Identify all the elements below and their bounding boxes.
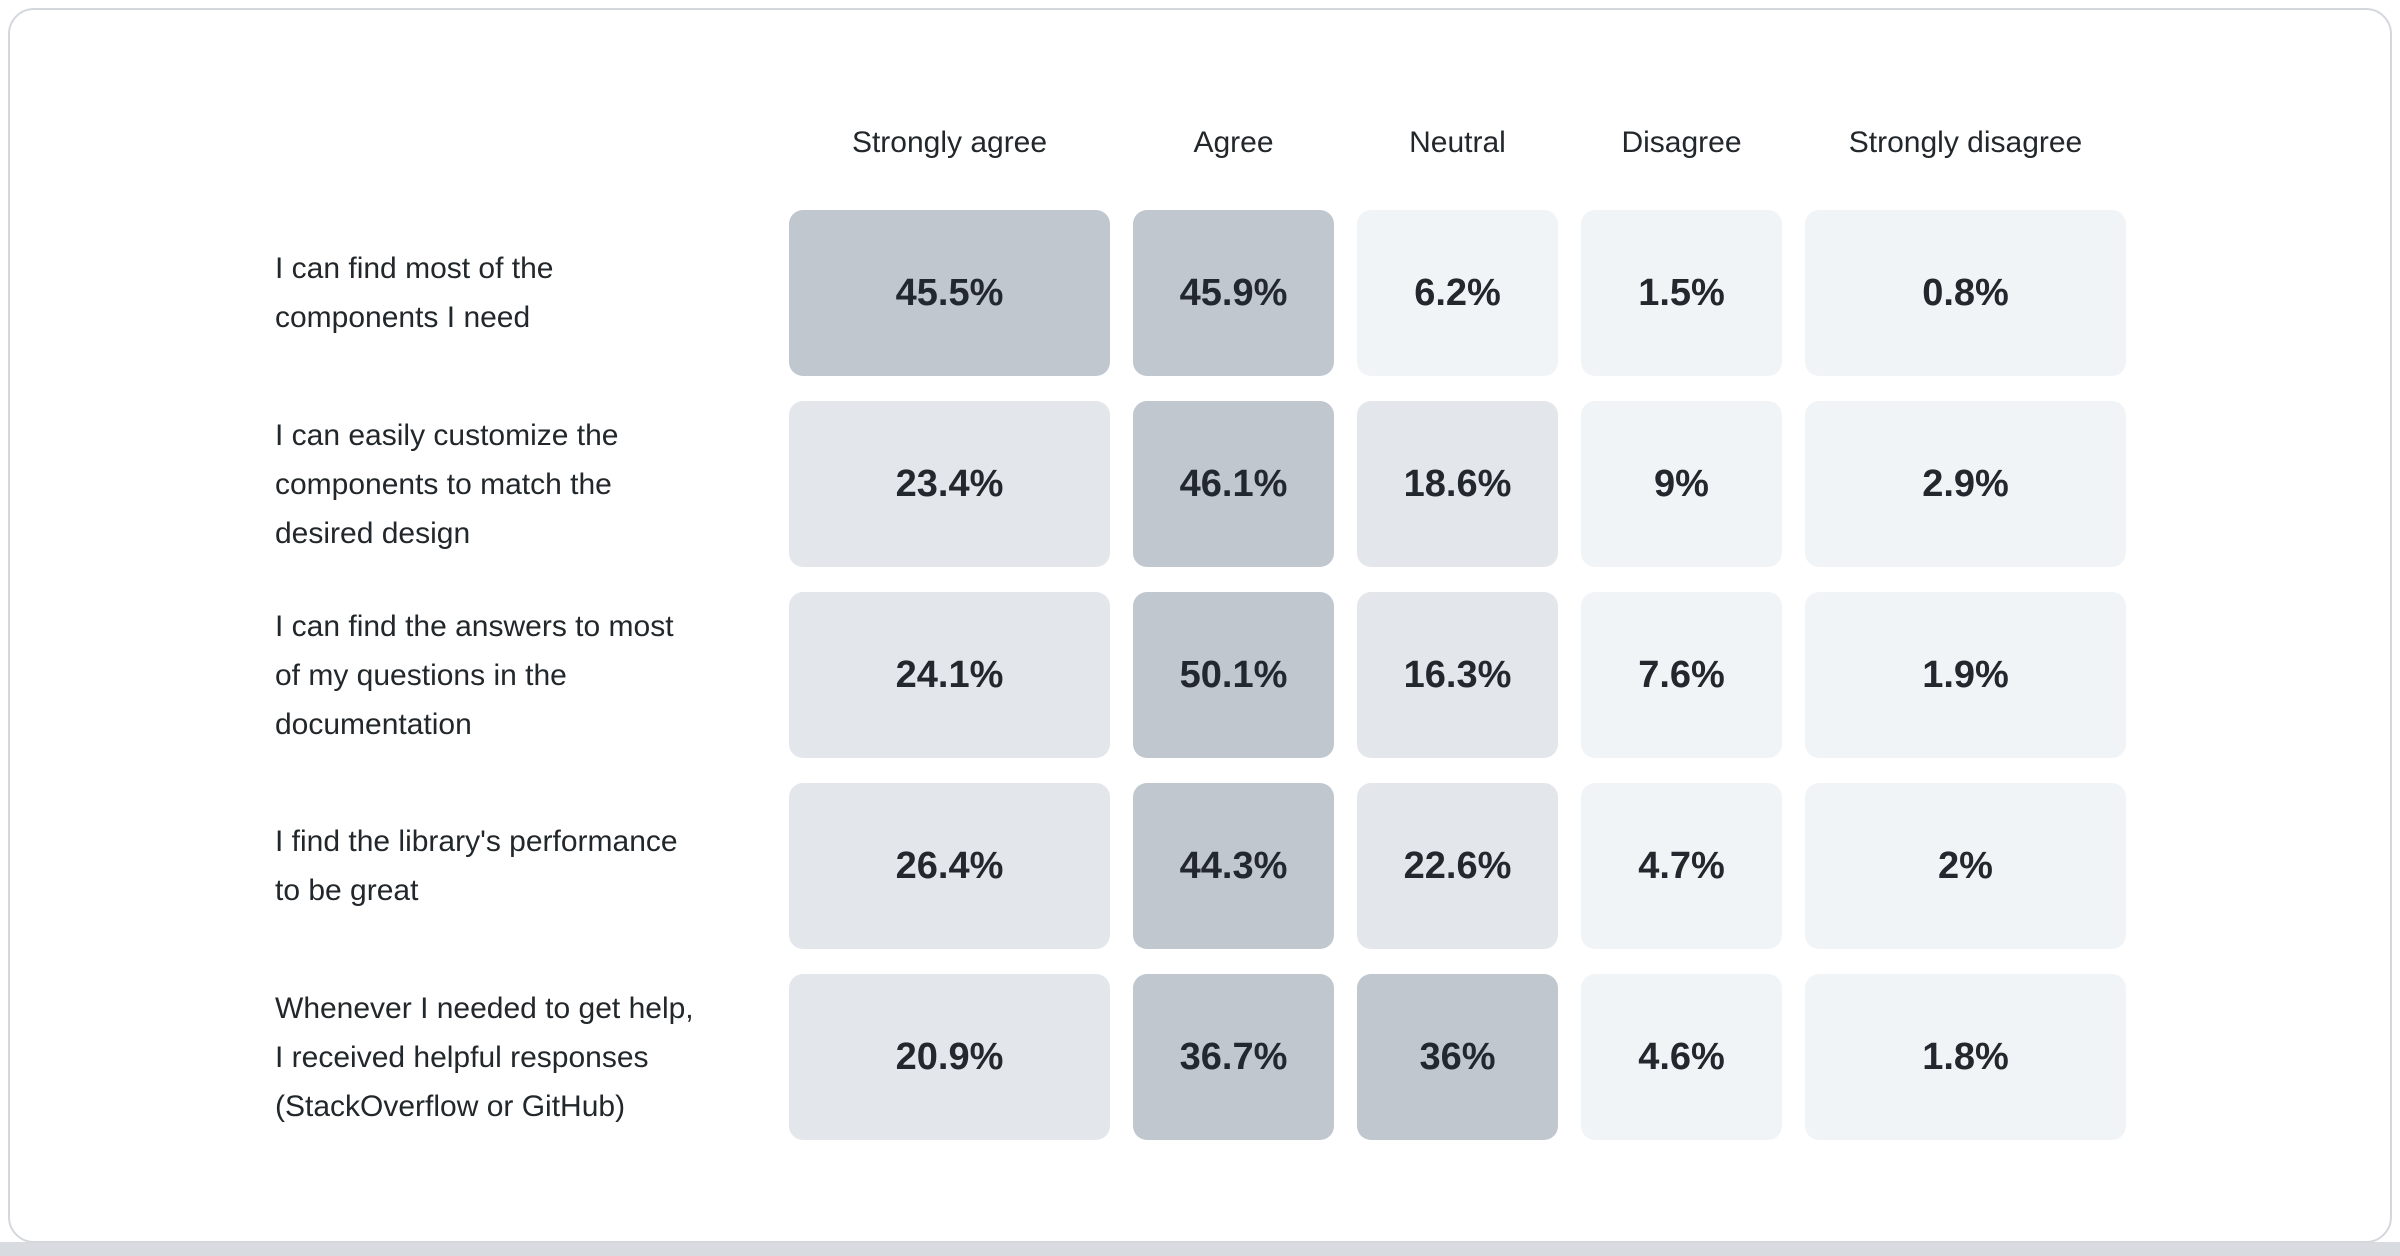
heatmap-cell: 1.9% xyxy=(1805,592,2126,758)
column-header-strongly-disagree: Strongly disagree xyxy=(1848,125,2083,159)
row-label: I find the library's performance to be g… xyxy=(275,825,678,907)
column-header-agree: Agree xyxy=(1193,125,1274,159)
heatmap-cell: 4.6% xyxy=(1581,974,1782,1140)
heatmap-cell: 36% xyxy=(1357,974,1558,1140)
heatmap-cell: 4.7% xyxy=(1581,783,1782,949)
heatmap-cell: 44.3% xyxy=(1133,783,1334,949)
row-label: I can easily customize the components to… xyxy=(275,418,619,550)
column-header-disagree: Disagree xyxy=(1621,125,1742,159)
heatmap-cell: 9% xyxy=(1581,401,1782,567)
survey-results-card: Strongly agree Agree Neutral Disagree St… xyxy=(8,8,2392,1243)
heatmap-cell: 45.9% xyxy=(1133,210,1334,376)
heatmap-cell: 2.9% xyxy=(1805,401,2126,567)
heatmap-cell: 0.8% xyxy=(1805,210,2126,376)
heatmap-cell: 22.6% xyxy=(1357,783,1558,949)
heatmap-cell: 36.7% xyxy=(1133,974,1334,1140)
heatmap-cell: 50.1% xyxy=(1133,592,1334,758)
row-label: I can find most of the components I need xyxy=(275,252,554,334)
heatmap-cell: 20.9% xyxy=(789,974,1110,1140)
heatmap-cell: 46.1% xyxy=(1133,401,1334,567)
row-label: I can find the answers to most of my que… xyxy=(275,609,674,741)
heatmap-cell: 45.5% xyxy=(789,210,1110,376)
heatmap-cell: 24.1% xyxy=(789,592,1110,758)
bottom-band xyxy=(0,1242,2400,1256)
heatmap-cell: 16.3% xyxy=(1357,592,1558,758)
survey-heatmap: Strongly agree Agree Neutral Disagree St… xyxy=(275,100,2126,1140)
row-label: Whenever I needed to get help, I receive… xyxy=(275,991,694,1123)
heatmap-cell: 2% xyxy=(1805,783,2126,949)
heatmap-cell: 18.6% xyxy=(1357,401,1558,567)
heatmap-cell: 7.6% xyxy=(1581,592,1782,758)
heatmap-cell: 1.8% xyxy=(1805,974,2126,1140)
heatmap-cell: 6.2% xyxy=(1357,210,1558,376)
heatmap-cell: 26.4% xyxy=(789,783,1110,949)
corner-spacer xyxy=(275,100,766,185)
heatmap-cell: 23.4% xyxy=(789,401,1110,567)
heatmap-cell: 1.5% xyxy=(1581,210,1782,376)
column-header-strongly-agree: Strongly agree xyxy=(851,125,1048,159)
column-header-neutral: Neutral xyxy=(1409,125,1506,159)
